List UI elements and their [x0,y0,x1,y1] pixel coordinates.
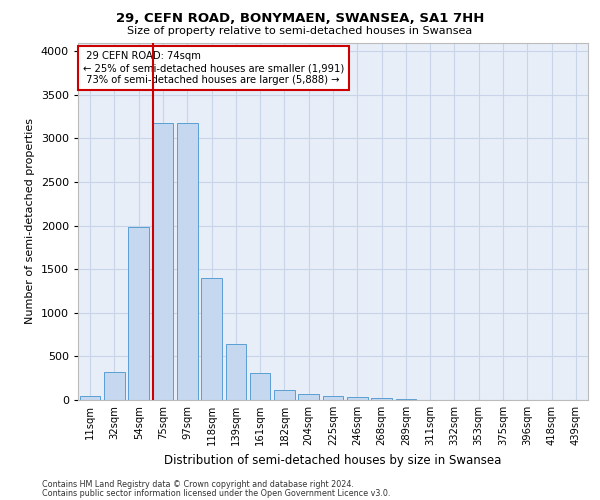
Bar [395,399,416,400]
Bar [226,344,246,400]
X-axis label: Distribution of semi-detached houses by size in Swansea: Distribution of semi-detached houses by … [164,454,502,466]
Bar [152,122,173,400]
Text: Contains HM Land Registry data © Crown copyright and database right 2024.: Contains HM Land Registry data © Crown c… [42,480,354,489]
Bar [347,398,368,400]
Text: 29, CEFN ROAD, BONYMAEN, SWANSEA, SA1 7HH: 29, CEFN ROAD, BONYMAEN, SWANSEA, SA1 7H… [116,12,484,26]
Text: 29 CEFN ROAD: 74sqm
← 25% of semi-detached houses are smaller (1,991)
 73% of se: 29 CEFN ROAD: 74sqm ← 25% of semi-detach… [83,52,344,84]
Bar [298,394,319,400]
Bar [274,390,295,400]
Bar [371,398,392,400]
Bar [177,122,197,400]
Text: Contains public sector information licensed under the Open Government Licence v3: Contains public sector information licen… [42,489,391,498]
Bar [80,396,100,400]
Bar [250,373,271,400]
Bar [128,228,149,400]
Bar [323,396,343,400]
Text: Size of property relative to semi-detached houses in Swansea: Size of property relative to semi-detach… [127,26,473,36]
Bar [104,372,125,400]
Bar [201,278,222,400]
Y-axis label: Number of semi-detached properties: Number of semi-detached properties [25,118,35,324]
